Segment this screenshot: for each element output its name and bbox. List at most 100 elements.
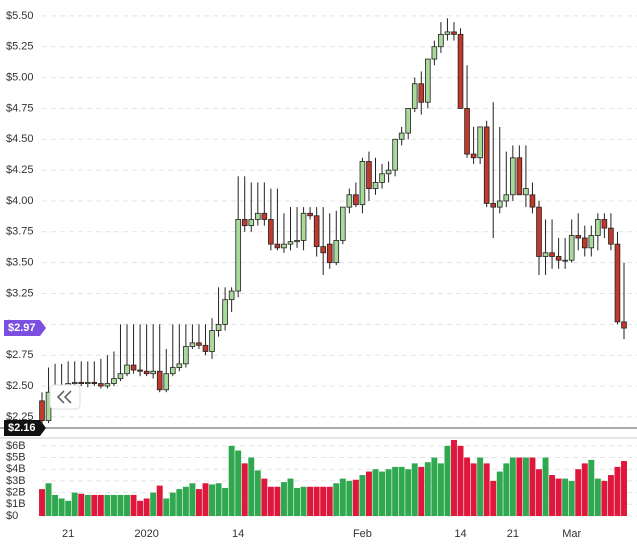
x-tick-label: Mar: [562, 528, 581, 540]
candle-body: [411, 83, 418, 109]
candle-body: [300, 212, 307, 241]
scroll-button[interactable]: [49, 384, 81, 410]
candle-body: [359, 161, 366, 206]
candle-body: [169, 367, 176, 375]
candle-body: [274, 243, 281, 249]
volume-bar: [104, 494, 111, 516]
y-tick-label: $3.75: [6, 226, 34, 238]
volume-bar: [509, 457, 516, 516]
volume-tick-label: $0: [6, 510, 18, 522]
candle-body: [372, 182, 379, 190]
volume-bar: [359, 475, 366, 516]
candle-body: [483, 126, 490, 204]
volume-bar: [110, 494, 117, 516]
candle-body: [189, 342, 196, 347]
candle-body: [261, 212, 268, 220]
volume-bar: [45, 483, 52, 516]
volume-bar: [379, 471, 386, 516]
y-tick-label: $2.50: [6, 380, 34, 392]
y-tick-label: $5.00: [6, 71, 34, 83]
volume-bar: [392, 466, 399, 516]
candle-body: [143, 370, 150, 375]
volume-bar: [607, 475, 614, 516]
candle-body: [575, 235, 582, 239]
volume-bar: [424, 462, 431, 516]
volume-bar: [182, 486, 189, 516]
candle-body: [320, 246, 326, 254]
x-tick-label: 14: [232, 528, 244, 540]
volume-bar: [150, 492, 157, 516]
volume-bar: [326, 486, 333, 516]
candle-body: [150, 370, 156, 375]
volume-bar: [575, 469, 582, 516]
candle-body: [235, 219, 241, 292]
candle-body: [91, 381, 98, 384]
candle-body: [398, 132, 405, 140]
candle-body: [71, 381, 78, 384]
x-tick-label: 2020: [134, 528, 158, 540]
volume-bar: [156, 485, 163, 516]
volume-bar: [555, 478, 562, 516]
candle-body: [621, 321, 627, 329]
volume-bar: [124, 494, 130, 516]
volume-bar: [536, 469, 542, 516]
candle-body: [457, 33, 464, 109]
volume-bar: [352, 479, 359, 516]
y-tick-label: $4.00: [6, 195, 34, 207]
volume-bar: [39, 489, 45, 516]
y-tick-label: $2.75: [6, 349, 34, 361]
volume-bar: [202, 483, 209, 516]
volume-bar: [483, 463, 490, 516]
candle-body: [470, 153, 477, 159]
volume-bar: [241, 463, 248, 516]
candle-body: [294, 240, 300, 243]
x-tick-label: 21: [62, 528, 74, 540]
volume-tick-label: $6B: [6, 440, 26, 452]
y-tick-label: $4.50: [6, 133, 34, 145]
candle-body: [202, 344, 209, 352]
y-tick-label: $2.25: [6, 411, 34, 423]
volume-bar: [97, 494, 104, 516]
volume-bar: [333, 483, 340, 516]
candle-body: [281, 243, 287, 249]
candle-body: [124, 364, 130, 375]
volume-bar: [614, 466, 621, 516]
y-tick-label: $4.25: [6, 164, 34, 176]
candle-body: [111, 378, 117, 384]
volume-bar: [91, 494, 98, 516]
candle-body: [130, 364, 137, 371]
volume-bar: [549, 475, 556, 516]
y-tick-label: $4.75: [6, 102, 34, 114]
candle-body: [516, 157, 523, 196]
volume-bar: [71, 492, 78, 516]
button-icon[interactable]: [56, 390, 72, 404]
volume-bar: [58, 498, 65, 516]
candle-body: [326, 243, 333, 264]
volume-bar: [594, 478, 601, 516]
volume-bar: [130, 494, 137, 516]
candle-body: [163, 373, 170, 391]
volume-bar: [522, 457, 529, 516]
y-tick-label: $5.25: [6, 41, 34, 53]
volume-bar: [235, 450, 242, 516]
candle-body: [287, 241, 294, 245]
candle-body: [568, 235, 575, 261]
volume-bar: [444, 445, 451, 516]
candle-body: [608, 227, 614, 245]
volume-bar: [346, 480, 353, 516]
volume-bar: [477, 457, 484, 516]
candle-body: [503, 194, 510, 202]
plot: $2.25$2.50$2.75$3.00$3.25$3.50$3.75$4.00…: [0, 10, 637, 540]
candle-body: [595, 219, 601, 236]
candle-body: [523, 188, 529, 196]
volume-bar: [215, 483, 222, 516]
candle-body: [588, 235, 595, 249]
volume-bar: [451, 440, 457, 516]
candle-body: [555, 256, 562, 261]
candle-body: [340, 206, 346, 241]
candle-body: [156, 370, 163, 391]
candle-body: [392, 138, 398, 171]
volume-bar: [287, 478, 294, 516]
candle-body: [379, 173, 385, 183]
